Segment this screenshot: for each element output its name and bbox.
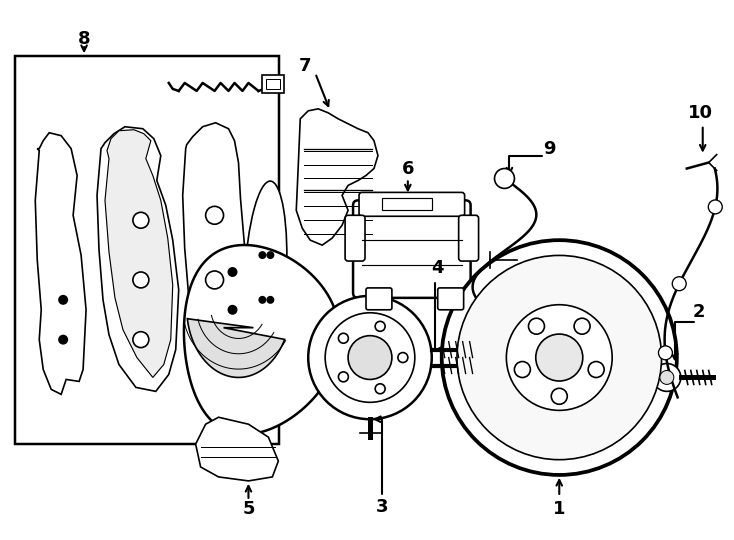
Bar [266, 79, 280, 89]
Text: 9: 9 [543, 140, 556, 158]
Circle shape [658, 346, 672, 360]
Circle shape [325, 313, 415, 402]
Circle shape [266, 296, 275, 304]
Circle shape [536, 334, 583, 381]
Text: 5: 5 [242, 500, 255, 518]
Text: 2: 2 [692, 303, 705, 321]
Polygon shape [183, 123, 247, 397]
Circle shape [375, 384, 385, 394]
Polygon shape [184, 245, 340, 434]
Polygon shape [297, 109, 378, 245]
Circle shape [348, 336, 392, 380]
Circle shape [375, 321, 385, 332]
Text: 7: 7 [299, 57, 311, 75]
Circle shape [515, 362, 531, 377]
Circle shape [338, 333, 349, 343]
Text: 1: 1 [553, 500, 565, 518]
Circle shape [228, 267, 238, 277]
Circle shape [506, 305, 612, 410]
Circle shape [588, 362, 604, 377]
Circle shape [258, 251, 266, 259]
Circle shape [266, 251, 275, 259]
Circle shape [495, 168, 515, 188]
Circle shape [258, 296, 266, 304]
Circle shape [457, 255, 661, 460]
FancyBboxPatch shape [359, 192, 465, 217]
Text: 10: 10 [688, 104, 713, 122]
Polygon shape [35, 133, 86, 394]
Polygon shape [187, 319, 285, 377]
Bar [382, 198, 432, 210]
FancyBboxPatch shape [366, 288, 392, 310]
Circle shape [398, 353, 408, 362]
FancyBboxPatch shape [459, 215, 479, 261]
FancyBboxPatch shape [437, 288, 464, 310]
Circle shape [653, 363, 681, 392]
Circle shape [338, 372, 349, 382]
Circle shape [206, 336, 224, 354]
Circle shape [206, 206, 224, 224]
Circle shape [513, 328, 533, 348]
FancyBboxPatch shape [353, 200, 470, 298]
Circle shape [574, 318, 590, 334]
Ellipse shape [244, 181, 287, 375]
Circle shape [58, 295, 68, 305]
Circle shape [133, 212, 149, 228]
Polygon shape [105, 130, 172, 377]
Circle shape [660, 370, 674, 384]
Circle shape [133, 332, 149, 348]
Circle shape [708, 200, 722, 214]
FancyBboxPatch shape [345, 215, 365, 261]
Circle shape [528, 318, 545, 334]
Bar [15, 56, 280, 444]
Text: 3: 3 [376, 498, 388, 516]
Circle shape [58, 335, 68, 345]
Circle shape [228, 305, 238, 315]
Text: 8: 8 [78, 30, 90, 48]
Circle shape [672, 276, 686, 291]
Circle shape [308, 296, 432, 419]
Bar [262, 75, 284, 93]
Circle shape [551, 388, 567, 404]
Polygon shape [97, 127, 178, 392]
Text: 4: 4 [432, 259, 444, 277]
Polygon shape [196, 417, 278, 481]
Circle shape [133, 272, 149, 288]
Text: 6: 6 [401, 159, 414, 178]
Circle shape [206, 271, 224, 289]
Circle shape [442, 240, 677, 475]
